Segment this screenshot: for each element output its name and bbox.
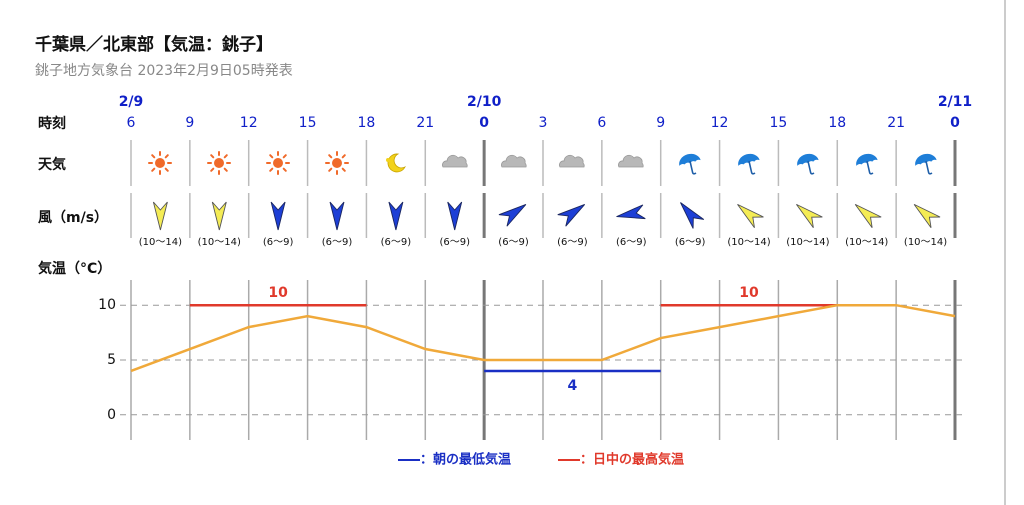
time-label: 21 [887,115,905,131]
wind-arrow [732,198,764,229]
wind-arrow [674,197,705,229]
row-label: 気温（°C） [38,260,111,277]
wind-arrow [850,198,882,229]
time-label: 9 [185,115,194,131]
wind-speed: (6～9) [263,237,294,248]
time-label: 3 [539,115,548,131]
time-label: 9 [656,115,665,131]
weather-icon [794,150,820,175]
weather-icon [735,150,761,175]
weather-icon [501,154,527,168]
weather-icon [853,150,879,175]
y-tick-label: 0 [107,407,116,423]
weather-icon [559,154,585,168]
wind-arrow [388,201,404,231]
wind-speed: (6～9) [381,237,412,248]
time-label: 18 [358,115,376,131]
time-label: 15 [299,115,317,131]
max_temp-label: 10 [268,285,288,301]
weather-icon [442,154,468,168]
time-label: 6 [597,115,606,131]
wind-arrow [909,198,941,229]
title: 千葉県／北東部【気温：銚子】 [35,34,273,55]
wind-arrow [329,201,345,231]
time-label: 12 [711,115,729,131]
wind-speed: (10～14) [845,237,888,248]
wind-speed: (10～14) [139,237,182,248]
wind-speed: (6～9) [616,237,647,248]
wind-speed: (10～14) [786,237,829,248]
subtitle: 銚子地方気象台 2023年2月9日05時発表 [35,63,293,79]
y-tick-label: 10 [98,297,116,313]
wind-arrow [557,198,590,227]
legend-label: ：朝の最低気温 [420,452,511,468]
weather-icon [618,154,644,168]
wind-arrow [498,198,531,227]
wind-arrows [152,197,941,231]
weather-icon [148,151,172,175]
weather-icon [207,151,231,175]
wind-arrow [211,201,227,231]
wind-arrow [270,201,286,231]
temperature-line [130,303,956,373]
date-label: 2/10 [467,94,502,110]
time-label: 21 [416,115,434,131]
time-label: 6 [127,115,136,131]
wind-speed: (6～9) [675,237,706,248]
row-label: 天気 [38,156,66,173]
wind-arrow [152,201,168,231]
time-label: 15 [770,115,788,131]
legend-label: ：日中の最高気温 [580,452,684,468]
time-label: 0 [479,115,489,131]
wind-arrow [791,198,823,229]
time-label: 0 [950,115,960,131]
row-label: 風（m/s） [38,210,108,226]
row-label: 時刻 [38,115,66,132]
wind-speed: (6～9) [439,237,470,248]
time-label: 12 [240,115,258,131]
wind-speed: (10～14) [904,237,947,248]
weather-icon [325,151,349,175]
min_temp-label: 4 [568,378,578,394]
y-tick-label: 5 [107,352,116,368]
wind-speed: (6～9) [322,237,353,248]
weather-icon [385,153,406,173]
weather-icon [676,150,702,175]
wind-arrow [614,204,646,224]
wind-speed: (10～14) [727,237,770,248]
weather-icon [912,150,938,175]
date-label: 2/11 [938,94,972,110]
wind-speed: (6～9) [557,237,588,248]
wind-speed: (10～14) [198,237,241,248]
time-label: 18 [828,115,846,131]
wind-speed: (6～9) [498,237,529,248]
weather-icon [266,151,290,175]
wind-arrow [447,201,463,231]
max_temp-label: 10 [739,285,759,301]
date-label: 2/9 [119,94,144,110]
